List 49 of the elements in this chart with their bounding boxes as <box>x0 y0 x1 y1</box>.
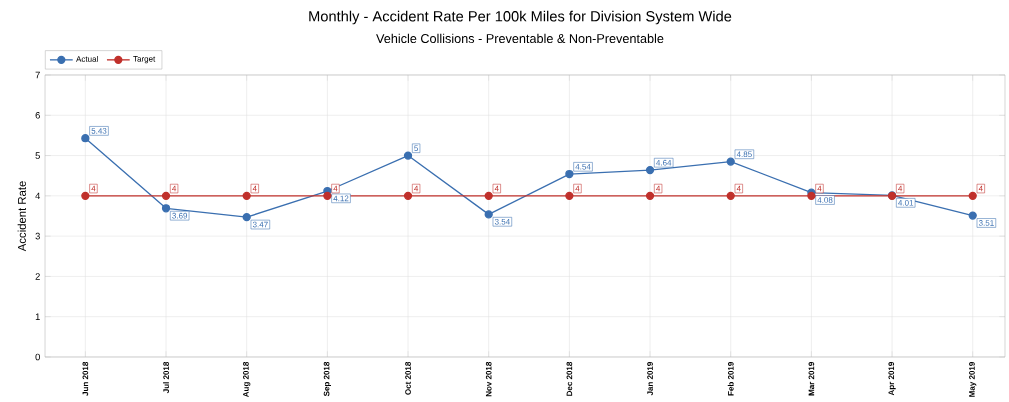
data-label: 4.12 <box>333 195 349 202</box>
data-label: 4 <box>817 185 822 192</box>
x-tick-label: Feb 2019 <box>727 361 734 396</box>
data-label: 4.64 <box>656 159 672 166</box>
y-tick-label: 7 <box>35 71 40 79</box>
data-label: 4 <box>656 185 661 192</box>
data-label: 5.43 <box>91 128 107 134</box>
data-label: 4 <box>736 185 741 192</box>
chart-subtitle: Vehicle Collisions - Preventable & Non-Preventable <box>376 33 664 43</box>
data-label: 4.08 <box>817 197 833 203</box>
data-label: 4 <box>414 185 419 192</box>
x-tick-label: Apr 2019 <box>888 362 896 396</box>
data-label: 4 <box>91 185 96 192</box>
y-tick-label: 0 <box>35 353 40 361</box>
x-tick-label: Jun 2018 <box>82 361 89 396</box>
data-label: 3.51 <box>978 220 994 226</box>
x-tick-label: Jul 2018 <box>163 361 169 394</box>
y-axis-title: Accident Rate <box>17 181 26 252</box>
y-tick-label: 2 <box>35 273 40 280</box>
data-label: 4 <box>172 185 177 192</box>
data-label: 4 <box>333 185 338 192</box>
data-label: 5 <box>414 145 419 152</box>
data-label: 3.47 <box>252 221 268 228</box>
x-tick-label: May 2019 <box>969 362 977 397</box>
x-tick-label: Jan 2019 <box>647 361 653 396</box>
x-tick-label: Dec 2018 <box>566 361 573 396</box>
data-label: 3.69 <box>172 212 188 219</box>
x-tick-label: Oct 2018 <box>405 361 411 395</box>
data-label: 4 <box>494 185 499 192</box>
y-tick-label: 4 <box>35 192 41 200</box>
data-label: 4 <box>252 185 257 192</box>
y-tick-label: 5 <box>35 152 40 159</box>
x-tick-label: Aug 2018 <box>243 361 251 398</box>
x-tick-label: Sep 2018 <box>323 361 331 397</box>
y-tick-label: 3 <box>35 232 40 240</box>
legend-label: Target <box>133 56 156 64</box>
x-tick-label: Mar 2019 <box>808 362 815 396</box>
data-label: 3.54 <box>494 218 510 225</box>
data-label: 4 <box>898 185 903 192</box>
data-label: 4.54 <box>575 163 591 170</box>
data-label: 4.01 <box>898 199 914 206</box>
data-label: 4 <box>978 185 983 192</box>
y-tick-label: 6 <box>35 111 40 119</box>
data-label: 4.85 <box>736 151 752 158</box>
y-tick-label: 1 <box>35 313 40 320</box>
chart-title: Monthly - Accident Rate Per 100k Miles for Division System Wide <box>309 10 732 25</box>
legend-label: Actual <box>76 55 98 62</box>
x-tick-label: Nov 2018 <box>485 361 492 397</box>
data-label: 4 <box>575 185 580 192</box>
